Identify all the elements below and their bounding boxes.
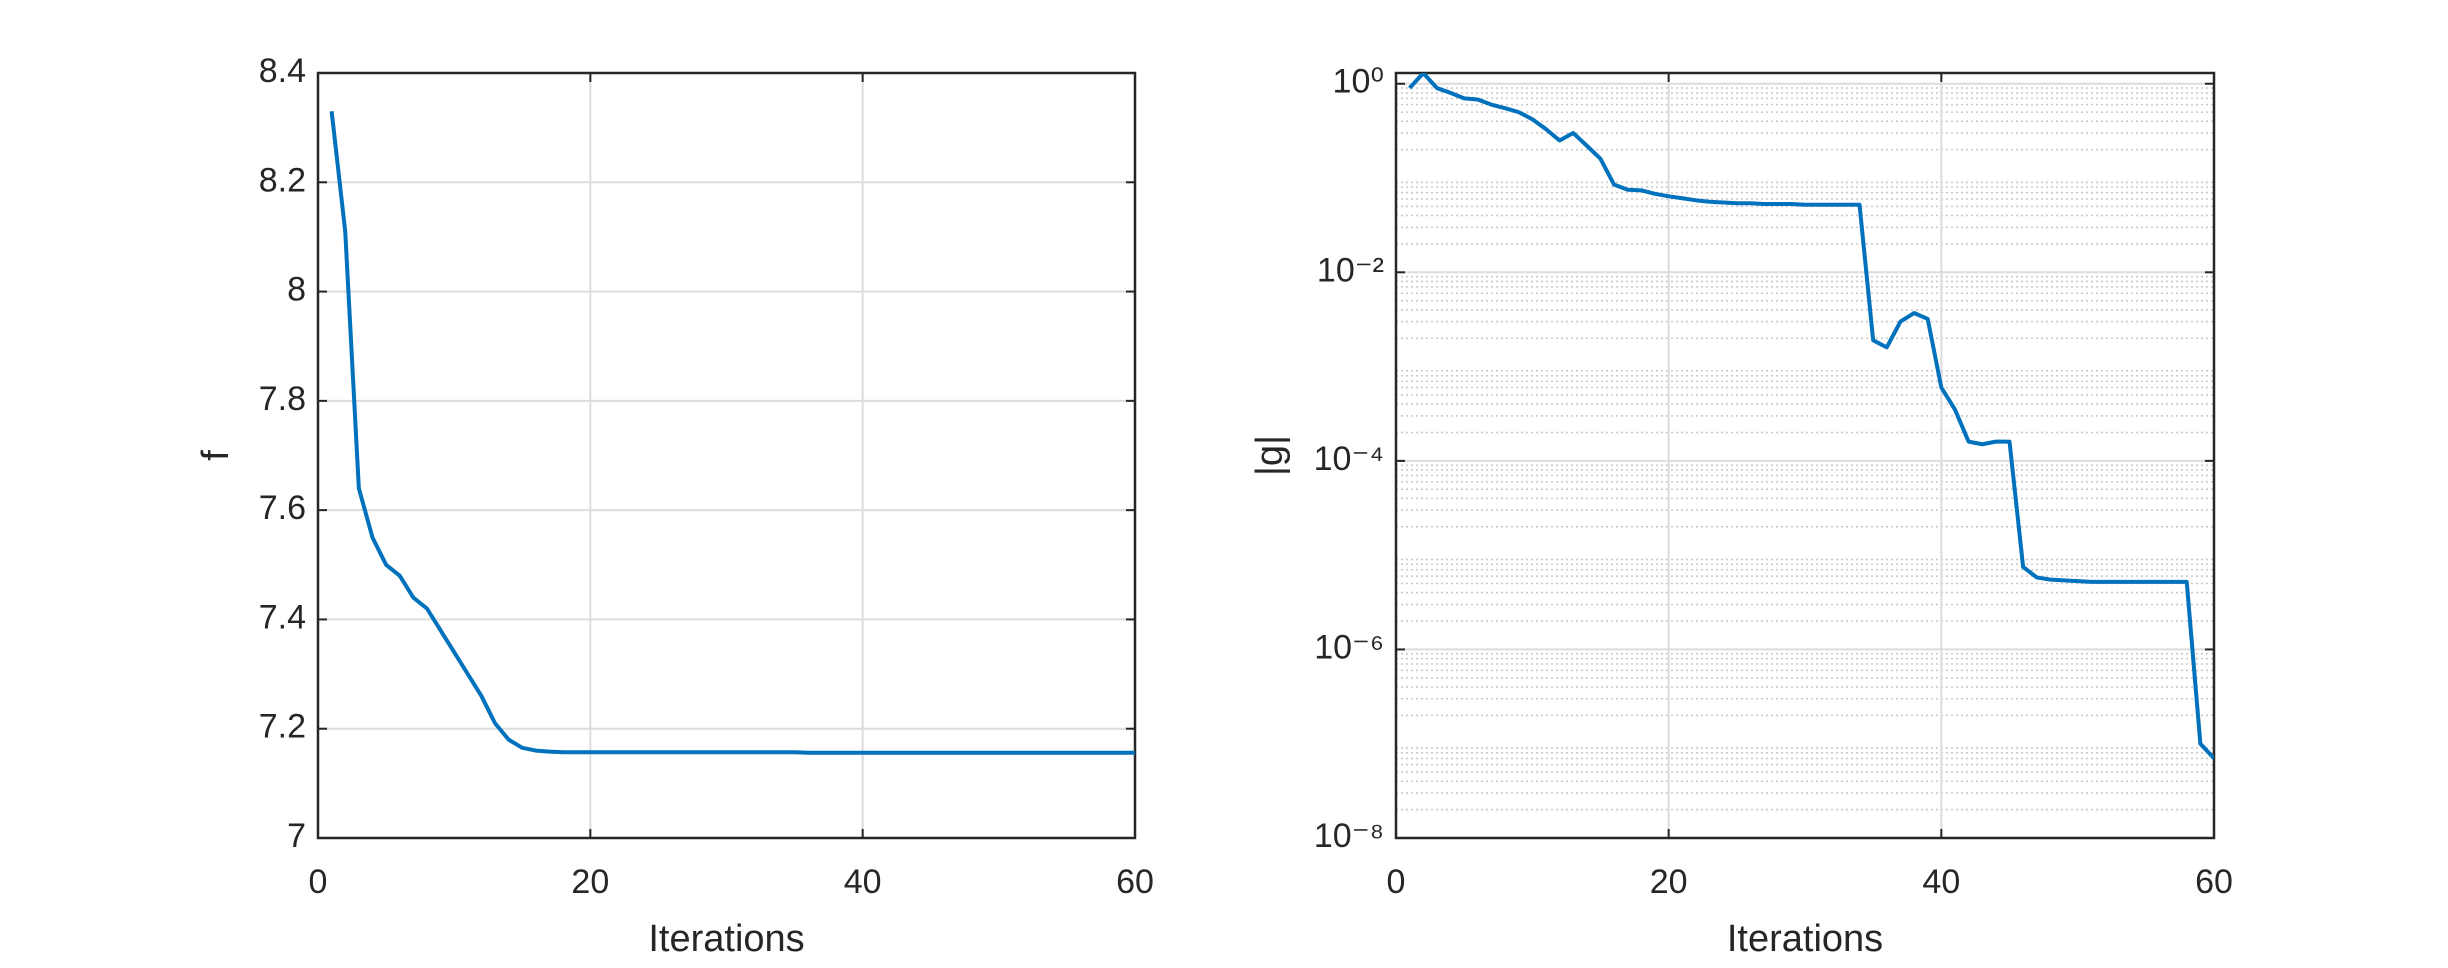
axes-box — [1394, 71, 2216, 840]
y-tick-label: 10⁻⁶ — [1314, 628, 1384, 666]
x-tick-label: 40 — [1922, 863, 1960, 901]
x-axis-label: Iterations — [1727, 918, 1883, 960]
axes: 7 7.2 7.4 7.6 7.8 8 8.2 8.4 0 20 40 60 Iterations f — [195, 52, 1154, 960]
data-line — [329, 111, 1135, 755]
y-tick-label: 8.2 — [259, 161, 306, 199]
y-tick-label: 7.2 — [259, 708, 306, 746]
x-tick-label: 20 — [1650, 863, 1688, 901]
axes-box — [316, 71, 1137, 840]
y-tick-label: 8.4 — [259, 52, 306, 90]
x-tick-label: 0 — [1387, 863, 1406, 901]
y-tick-label: 7.4 — [259, 598, 306, 636]
x-tick-label: 40 — [844, 863, 882, 901]
x-tick-label: 0 — [309, 863, 328, 901]
axes: 10⁻⁸ 10⁻⁶ 10⁻⁴ 10⁻² 10⁰ 0 20 40 60 Iterations |g| — [1249, 63, 2233, 960]
y-tick-label: 10⁻⁴ — [1314, 440, 1384, 478]
y-tick-label: 7.8 — [259, 380, 306, 418]
data-line — [1408, 73, 2214, 760]
x-axis-label: Iterations — [648, 918, 804, 960]
y-tick-label: 10⁻⁸ — [1314, 817, 1384, 855]
x-tick-label: 60 — [2195, 863, 2233, 901]
y-tick-label: 7 — [287, 817, 306, 855]
y-tick-label: 10⁻² — [1317, 251, 1384, 289]
y-tick-label: 8 — [287, 271, 306, 309]
y-axis-label: |g| — [1249, 435, 1291, 476]
y-tick-label: 7.6 — [259, 489, 306, 527]
y-axis-label: f — [195, 450, 237, 461]
x-tick-label: 60 — [1116, 863, 1154, 901]
x-tick-label: 20 — [571, 863, 609, 901]
y-tick-label: 10⁰ — [1333, 63, 1384, 101]
